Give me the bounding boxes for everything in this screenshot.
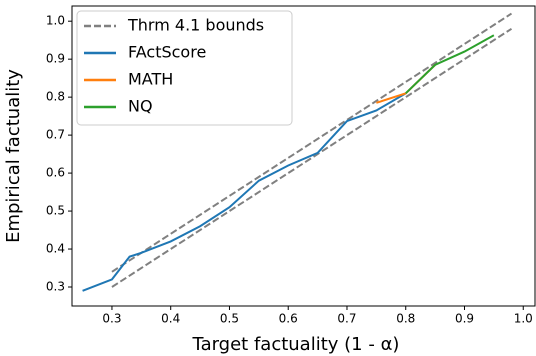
y-tick-label: 0.6 — [46, 166, 65, 180]
y-axis-label: Empirical factuality — [3, 69, 24, 243]
x-tick-label: 0.8 — [396, 312, 415, 326]
legend-label: FActScore — [128, 43, 206, 62]
y-tick-label: 0.8 — [46, 90, 65, 104]
legend-label: Thrm 4.1 bounds — [127, 16, 264, 35]
x-tick-label: 0.6 — [279, 312, 298, 326]
x-tick-label: 1.0 — [514, 312, 533, 326]
y-tick-label: 0.7 — [46, 128, 65, 142]
bound-line — [111, 27, 513, 288]
y-tick-label: 0.4 — [46, 242, 65, 256]
x-tick-label: 0.5 — [220, 312, 239, 326]
bound-line — [111, 12, 513, 273]
y-tick-label: 0.3 — [46, 280, 65, 294]
legend-label: NQ — [128, 97, 153, 116]
series-line — [405, 34, 495, 95]
x-tick-label: 0.7 — [337, 312, 356, 326]
plot-frame — [71, 5, 536, 307]
series-line — [82, 92, 407, 292]
x-axis-label: Target factuality (1 - α) — [192, 334, 400, 355]
legend-label: MATH — [128, 70, 173, 89]
x-tick-label: 0.3 — [102, 312, 121, 326]
y-tick-label: 0.9 — [46, 52, 65, 66]
legend-box — [76, 10, 293, 126]
x-tick-label: 0.9 — [455, 312, 474, 326]
x-tick-label: 0.4 — [161, 312, 180, 326]
y-tick-label: 0.5 — [46, 204, 65, 218]
y-tick-label: 1.0 — [46, 14, 65, 28]
